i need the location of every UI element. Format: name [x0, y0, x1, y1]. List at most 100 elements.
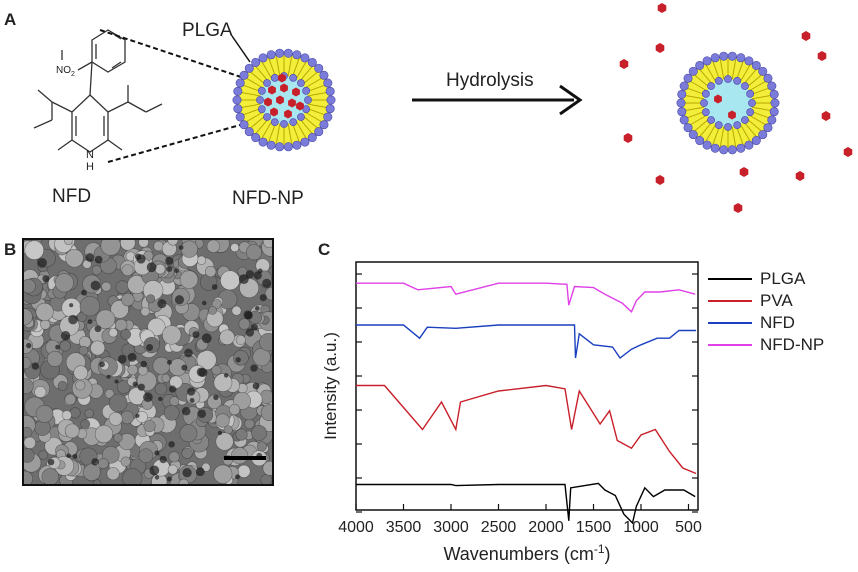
lipid-tail [731, 126, 737, 147]
outer-bead [323, 78, 333, 88]
sem-pore [140, 360, 148, 368]
sem-particle [259, 333, 272, 352]
sem-pore [135, 413, 140, 418]
sem-pore [235, 357, 241, 363]
lipid-tail [240, 91, 261, 97]
lipid-tail [739, 64, 751, 83]
lipid-tail [689, 114, 708, 126]
sem-pore [202, 300, 207, 306]
sem-particle [108, 411, 123, 426]
sem-particle [262, 460, 272, 476]
outer-bead [233, 104, 243, 114]
sem-pore [154, 475, 160, 480]
sem-pore [87, 319, 93, 325]
lipid-tail [743, 68, 757, 85]
aqueous-core [704, 79, 752, 127]
sem-particle [73, 365, 89, 381]
outer-bead [232, 95, 242, 105]
lipid-tail [287, 123, 293, 144]
outer-bead [319, 70, 329, 80]
drug-molecule [728, 110, 736, 120]
sem-micrograph [22, 238, 274, 486]
sem-pore [166, 359, 172, 365]
hydrolysis-label: Hydrolysis [446, 70, 534, 91]
sem-particle [120, 456, 131, 467]
sem-pore [37, 257, 47, 268]
inner-bead [270, 118, 279, 127]
x-tick-label: 3500 [386, 519, 422, 536]
inner-bead [263, 79, 271, 87]
sem-particle [113, 433, 123, 443]
sem-particle [95, 309, 116, 330]
sem-pore [68, 314, 78, 325]
outer-bead [695, 136, 705, 146]
outer-bead [251, 57, 261, 67]
outer-bead [688, 130, 698, 140]
outer-bead [719, 145, 729, 155]
nitro-label: NO2 [56, 65, 75, 78]
sem-particle [206, 240, 221, 253]
outer-bead [683, 123, 693, 133]
legend-item-plga: PLGA [708, 268, 824, 290]
lipid-tail [255, 118, 269, 135]
outer-bead [300, 53, 310, 63]
nfd-nanoparticle [232, 48, 336, 152]
sem-pore [174, 295, 185, 305]
inner-bead [304, 96, 312, 104]
sem-particle [167, 464, 178, 475]
sem-particle [169, 396, 180, 407]
sem-pore [157, 299, 167, 309]
sem-particle [145, 294, 156, 304]
drug-molecule [714, 94, 722, 104]
outer-bead [767, 81, 777, 91]
sem-pore [114, 379, 119, 384]
legend-label-nfd-np: NFD-NP [760, 335, 825, 354]
outer-bead [683, 73, 693, 83]
legend-swatch-pva [708, 300, 752, 302]
y-axis-label: Intensity (a.u.) [321, 332, 340, 440]
inner-bead [302, 86, 311, 95]
x-axis-label: Wavenumbers (cm-1) [443, 542, 610, 564]
sem-pore [223, 373, 229, 378]
sem-pore [90, 280, 101, 291]
sem-particle [94, 424, 114, 444]
sem-particle [108, 393, 128, 413]
outer-bead [744, 56, 754, 66]
sem-pore [245, 328, 255, 337]
sem-particle [169, 375, 183, 389]
free-drug [821, 111, 831, 121]
lipid-tail [699, 68, 713, 85]
sem-pore [245, 270, 255, 279]
sem-particle [263, 240, 272, 249]
sem-particle [154, 382, 168, 396]
sem-particle [24, 448, 35, 463]
lipid-tail [302, 71, 319, 85]
released-drug-molecules [619, 3, 853, 213]
sem-particle [78, 345, 89, 356]
sem-pore [99, 361, 105, 368]
inner-bead [741, 116, 749, 124]
panel-a-schematic: NO2 N H [33, 3, 853, 213]
sem-pore [168, 385, 177, 393]
sem-particle [235, 334, 246, 345]
hydrolysis-arrow [412, 84, 583, 116]
nfd-np-label: NFD-NP [232, 188, 304, 209]
sem-particle [122, 468, 143, 484]
sem-particle [138, 448, 154, 464]
sem-particle [161, 373, 171, 383]
sem-pore [81, 289, 87, 296]
outer-bead [751, 60, 761, 70]
sem-pore [66, 453, 72, 459]
lipid-tail [751, 94, 772, 100]
lipid-tail [699, 121, 713, 138]
sem-particle [83, 463, 101, 482]
inner-bead [707, 82, 715, 90]
sem-particle [101, 281, 112, 292]
inner-bead [714, 121, 723, 130]
lipid-tail [299, 118, 313, 135]
sem-particle [92, 479, 102, 484]
legend-item-nfd: NFD [708, 312, 824, 334]
sem-pore [250, 364, 258, 372]
drug-molecule [276, 95, 284, 105]
sem-particle [114, 318, 128, 332]
